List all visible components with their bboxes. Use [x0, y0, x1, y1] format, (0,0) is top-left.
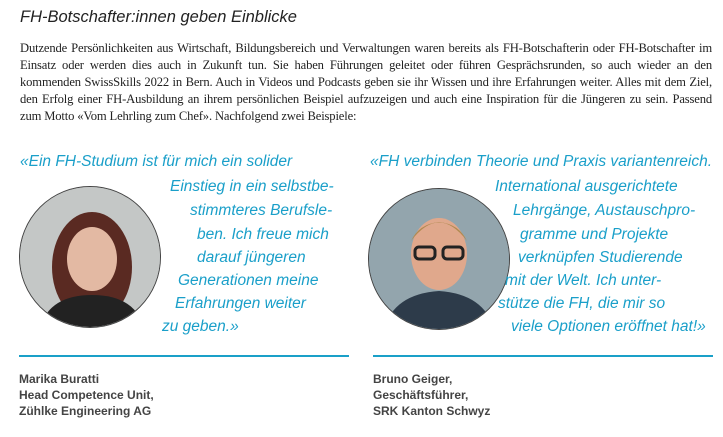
- quote-line: «FH verbinden Theorie und Praxis variant…: [370, 153, 713, 170]
- divider-right: [373, 355, 713, 357]
- caption-name: Marika Buratti: [19, 372, 100, 386]
- quote-line: darauf jüngeren: [197, 249, 306, 266]
- caption-marika-buratti: Marika Buratti Head Competence Unit, Züh…: [19, 371, 154, 419]
- quote-line: Generationen meine: [178, 272, 319, 289]
- quote-line: viele Optionen eröffnet hat!»: [511, 318, 706, 335]
- quote-line: International ausgerichtete: [495, 178, 678, 195]
- portrait-bruno-geiger: [368, 188, 510, 330]
- quote-line: gramme und Projekte: [520, 226, 669, 243]
- caption-role: Head Competence Unit,: [19, 388, 154, 402]
- article-heading: FH-Botschafter:innen geben Einblicke: [20, 8, 297, 26]
- quote-line: Erfahrungen weiter: [175, 295, 306, 312]
- quote-line: «Ein FH-Studium ist für mich ein solider: [20, 153, 293, 170]
- caption-company: Zühlke Engineering AG: [19, 404, 152, 418]
- quote-line: Einstieg in ein selbstbe-: [170, 178, 334, 195]
- divider-left: [19, 355, 349, 357]
- caption-company: SRK Kanton Schwyz: [373, 404, 491, 418]
- quote-line: mit der Welt. Ich unter-: [505, 272, 662, 289]
- quote-line: verknüpfen Studierende: [518, 249, 683, 266]
- quote-line: Lehrgänge, Austauschpro-: [513, 202, 696, 219]
- quote-line: zu geben.»: [162, 318, 239, 335]
- caption-name: Bruno Geiger,: [373, 372, 453, 386]
- intro-paragraph: Dutzende Persönlichkeiten aus Wirtschaft…: [20, 41, 712, 123]
- quote-line: ben. Ich freue mich: [197, 226, 329, 243]
- caption-bruno-geiger: Bruno Geiger, Geschäftsführer, SRK Kanto…: [373, 371, 490, 419]
- portrait-marika-buratti: [19, 186, 161, 328]
- quote-line: stimmteres Berufsle-: [190, 202, 333, 219]
- quote-line: stütze die FH, die mir so: [498, 295, 666, 312]
- caption-role: Geschäftsführer,: [373, 388, 469, 402]
